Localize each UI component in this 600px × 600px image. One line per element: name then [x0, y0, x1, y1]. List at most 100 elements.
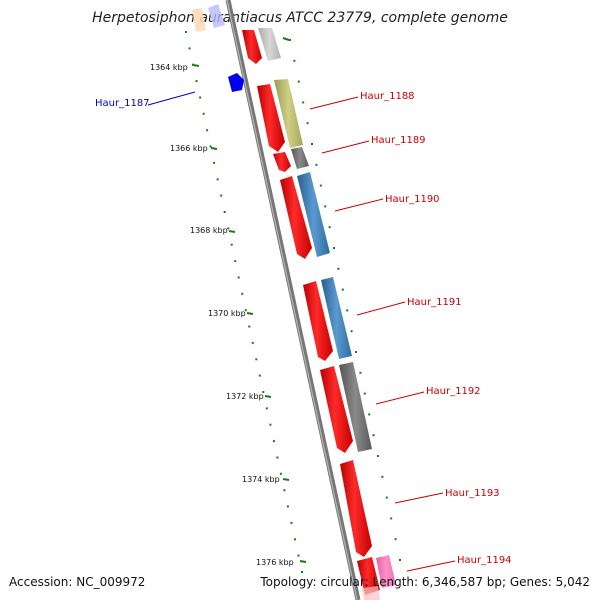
tick-label: 1374 kbp: [242, 475, 280, 484]
genome-backbone-highlight: [226, 0, 358, 600]
leader-line: [394, 492, 444, 504]
scale-dot: [301, 571, 303, 573]
cds-arrow[interactable]: [303, 281, 333, 361]
gene-label[interactable]: Haur_1192: [426, 386, 481, 397]
scale-dot: [276, 456, 279, 459]
gene-label[interactable]: Haur_1187: [95, 98, 150, 109]
gene-feature[interactable]: [297, 172, 330, 257]
cds-arrow[interactable]: [357, 557, 380, 595]
leader-line: [375, 391, 425, 405]
scale-dot: [234, 260, 237, 263]
topology-info: Topology: circular; Length: 6,346,587 bp…: [260, 575, 590, 589]
gene-feature[interactable]: [208, 4, 225, 28]
scale-dot: [213, 161, 216, 164]
scale-ticks: [192, 37, 307, 563]
cds-arrow[interactable]: [273, 152, 291, 172]
gene-feature[interactable]: [192, 8, 206, 32]
scale-dot: [399, 559, 401, 561]
scale-dot: [248, 325, 251, 328]
gene-feature[interactable]: [321, 277, 352, 359]
gene-label[interactable]: Haur_1188: [360, 91, 415, 102]
tick-label: 1370 kbp: [208, 309, 246, 318]
tick-label: 1366 kbp: [170, 144, 208, 153]
scale-dot: [289, 39, 291, 41]
cds-arrow[interactable]: [340, 460, 372, 557]
tick-mark: [299, 560, 307, 563]
scale-track-left: [185, 31, 303, 573]
scale-dot: [306, 122, 309, 125]
gene-feature[interactable]: [376, 555, 396, 588]
cds-arrow[interactable]: [280, 176, 312, 259]
scale-dot: [227, 227, 230, 230]
cds-arrow[interactable]: [320, 366, 353, 453]
scale-dot: [286, 505, 289, 508]
gene-label[interactable]: Haur_1193: [445, 488, 500, 499]
scale-dot: [324, 205, 327, 208]
scale-dot: [185, 31, 187, 33]
scale-dot: [265, 407, 268, 410]
scale-dot: [350, 330, 353, 333]
cds-arrow[interactable]: [257, 84, 285, 152]
scale-dot: [237, 276, 240, 279]
scale-dot: [390, 517, 393, 520]
tick-label: 1376 kbp: [256, 558, 294, 567]
scale-dot: [255, 358, 258, 361]
scale-dot: [346, 309, 349, 312]
scale-dot: [355, 351, 357, 353]
leader-line: [309, 96, 359, 110]
scale-dot: [216, 178, 219, 181]
leader-line: [334, 198, 384, 212]
gene-label[interactable]: Haur_1194: [457, 555, 512, 566]
leader-line: [321, 140, 370, 154]
scale-dot: [272, 440, 275, 443]
scale-dot: [394, 538, 397, 541]
tick-mark: [282, 478, 290, 481]
scale-track-right: [289, 39, 401, 561]
tick-label: 1364 kbp: [150, 63, 188, 72]
scale-dot: [293, 59, 296, 62]
scale-dot: [195, 80, 198, 83]
gene-feature[interactable]: [339, 362, 372, 452]
leader-line: [356, 301, 406, 316]
scale-dot: [258, 374, 261, 377]
scale-dot: [377, 455, 379, 457]
scale-dot: [188, 47, 191, 50]
scale-dot: [359, 371, 362, 374]
scale-dot: [341, 288, 344, 291]
cds-arrow-reverse[interactable]: [228, 73, 244, 92]
scale-dot: [311, 143, 313, 145]
accession-info: Accession: NC_009972: [9, 575, 146, 589]
scale-dot: [251, 341, 254, 344]
scale-dot: [381, 475, 384, 478]
scale-dot: [385, 496, 388, 499]
scale-dot: [328, 226, 331, 229]
scale-dot: [319, 184, 322, 187]
gene-feature[interactable]: [291, 147, 309, 169]
gene-feature[interactable]: [362, 586, 380, 600]
scale-dot: [297, 80, 300, 83]
tick-mark: [228, 230, 236, 233]
gene-feature[interactable]: [274, 79, 303, 148]
scale-dot: [244, 309, 247, 312]
scale-dot: [315, 163, 318, 166]
gene-feature[interactable]: [258, 28, 281, 61]
gene-label[interactable]: Haur_1191: [407, 297, 462, 308]
tick-mark: [192, 64, 200, 67]
leader-line: [147, 91, 196, 106]
scale-dot: [283, 489, 286, 492]
gene-label[interactable]: Haur_1190: [385, 194, 440, 205]
scale-dot: [294, 538, 296, 541]
scale-dot: [269, 423, 272, 426]
scale-dot: [363, 392, 366, 395]
scale-dot: [223, 211, 226, 213]
cds-arrow[interactable]: [242, 30, 262, 64]
scale-dot: [279, 472, 282, 475]
scale-dot: [220, 194, 223, 197]
scale-dot: [337, 267, 340, 270]
scale-dot: [230, 243, 233, 246]
gene-label[interactable]: Haur_1189: [371, 135, 426, 146]
scale-dot: [333, 247, 335, 249]
tick-label: 1372 kbp: [226, 392, 264, 401]
tick-mark: [282, 37, 290, 41]
